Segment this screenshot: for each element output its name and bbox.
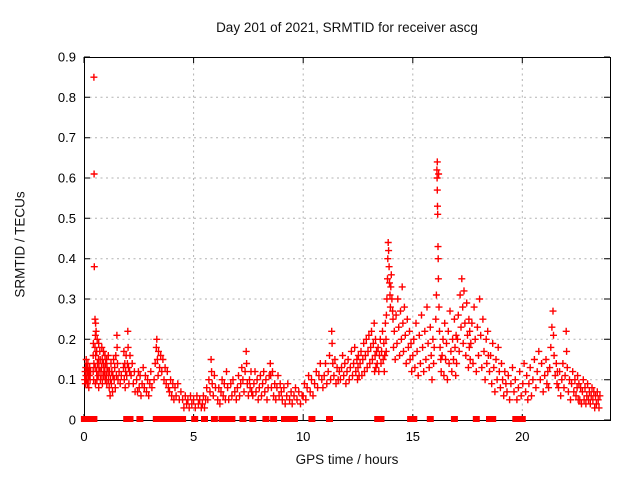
x-tick-label: 5 <box>190 429 197 444</box>
y-tick-label: 0 <box>69 413 76 428</box>
y-tick-label: 0.9 <box>58 50 76 65</box>
y-tick-label: 0.8 <box>58 90 76 105</box>
axis-border <box>84 57 611 421</box>
y-tick-label: 0.1 <box>58 372 76 387</box>
y-tick-label: 0.5 <box>58 211 76 226</box>
x-tick-label: 20 <box>515 429 529 444</box>
x-axis-title: GPS time / hours <box>295 452 399 467</box>
y-tick-label: 0.4 <box>58 251 76 266</box>
chart-title: Day 201 of 2021, SRMTID for receiver asc… <box>216 20 478 35</box>
x-tick-label: 0 <box>80 429 87 444</box>
zero-flags-path <box>80 416 526 422</box>
y-tick-label: 0.7 <box>58 130 76 145</box>
x-tick-label: 15 <box>406 429 420 444</box>
x-tick-label: 10 <box>296 429 310 444</box>
tick-marks <box>83 56 610 421</box>
grid-lines <box>84 57 610 420</box>
y-tick-label: 0.6 <box>58 171 76 186</box>
scatter-points-path <box>81 73 604 412</box>
y-tick-label: 0.3 <box>58 292 76 307</box>
y-tick-label: 0.2 <box>58 332 76 347</box>
